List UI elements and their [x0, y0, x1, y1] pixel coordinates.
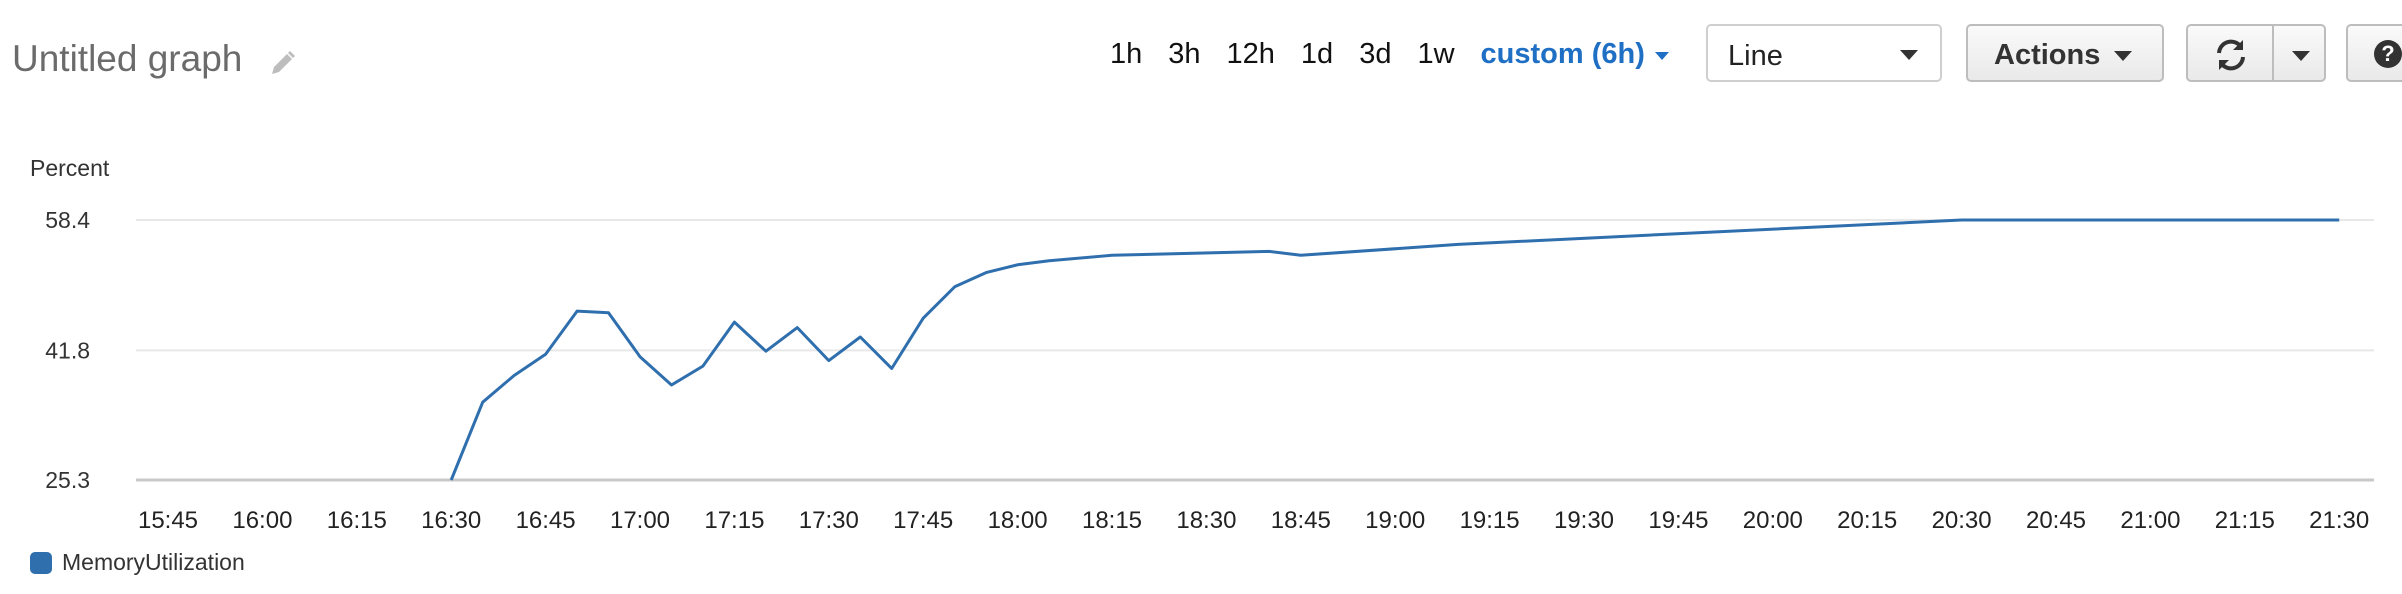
- x-tick-label: 17:45: [893, 507, 953, 534]
- x-tick-label: 19:45: [1648, 507, 1708, 534]
- x-tick-label: 20:45: [2026, 507, 2086, 534]
- chevron-down-icon: [1900, 50, 1918, 60]
- graph-type-value: Line: [1728, 40, 1783, 72]
- graph-title: Untitled graph: [12, 38, 243, 79]
- actions-button[interactable]: Actions: [1966, 24, 2164, 82]
- chevron-down-icon: [2292, 51, 2310, 61]
- x-tick-label: 16:15: [327, 507, 387, 534]
- x-tick-label: 18:00: [988, 507, 1048, 534]
- range-3d[interactable]: 3d: [1359, 37, 1392, 70]
- x-tick-label: 17:15: [704, 507, 764, 534]
- y-tick-label: 25.3: [45, 467, 90, 493]
- x-tick-label: 21:00: [2120, 507, 2180, 534]
- x-tick-label: 18:30: [1176, 507, 1236, 534]
- edit-pencil-icon[interactable]: [268, 48, 298, 78]
- refresh-button[interactable]: [2186, 24, 2274, 82]
- x-tick-label: 20:15: [1837, 507, 1897, 534]
- help-icon: ?: [2374, 40, 2402, 68]
- x-tick-label: 17:00: [610, 507, 670, 534]
- x-axis: 15:45 16:00 16:15 16:30 16:45 17:00 17:15 17:30…: [138, 507, 2369, 534]
- range-3h[interactable]: 3h: [1168, 37, 1201, 70]
- x-tick-label: 16:00: [232, 507, 292, 534]
- refresh-icon: [2217, 39, 2245, 71]
- x-tick-label: 19:15: [1460, 507, 1520, 534]
- range-1d[interactable]: 1d: [1300, 37, 1334, 70]
- x-tick-label: 18:15: [1082, 507, 1142, 534]
- legend-label[interactable]: MemoryUtilization: [62, 549, 245, 575]
- y-tick-label: 58.4: [45, 207, 90, 233]
- refresh-options-button[interactable]: [2272, 24, 2326, 82]
- x-tick-label: 20:00: [1743, 507, 1803, 534]
- x-tick-label: 18:45: [1271, 507, 1331, 534]
- series-group: [449, 218, 2340, 481]
- range-12h[interactable]: 12h: [1226, 37, 1275, 70]
- x-tick-label: 19:00: [1365, 507, 1425, 534]
- x-tick-label: 17:30: [799, 507, 859, 534]
- x-tick-label: 21:15: [2215, 507, 2275, 534]
- x-tick-label: 21:30: [2309, 507, 2369, 534]
- chevron-down-icon: [2114, 51, 2132, 61]
- chart-grid: [136, 219, 2374, 482]
- actions-label: Actions: [1994, 39, 2101, 71]
- time-range-selector: 1h 3h 12h 1d 3d 1w custom (6h): [1110, 34, 1669, 74]
- x-tick-label: 19:30: [1554, 507, 1614, 534]
- chevron-down-icon[interactable]: [1654, 51, 1669, 60]
- y-tick-label: 41.8: [45, 337, 90, 363]
- x-tick-label: 20:30: [1932, 507, 1992, 534]
- x-tick-label: 16:30: [421, 507, 481, 534]
- x-tick-label: 16:45: [516, 507, 576, 534]
- range-1w[interactable]: 1w: [1417, 37, 1455, 70]
- range-1h[interactable]: 1h: [1110, 37, 1143, 70]
- x-tick-label: 15:45: [138, 507, 198, 534]
- range-custom[interactable]: custom (6h): [1480, 37, 1645, 70]
- help-button[interactable]: ?: [2346, 24, 2402, 82]
- y-axis-title: Percent: [30, 155, 110, 181]
- y-axis: 25.3 41.8 58.4: [45, 207, 90, 493]
- series-line-MemoryUtilization: [449, 218, 2340, 481]
- graph-type-select[interactable]: Line: [1706, 24, 1942, 82]
- legend-swatch: [30, 552, 52, 574]
